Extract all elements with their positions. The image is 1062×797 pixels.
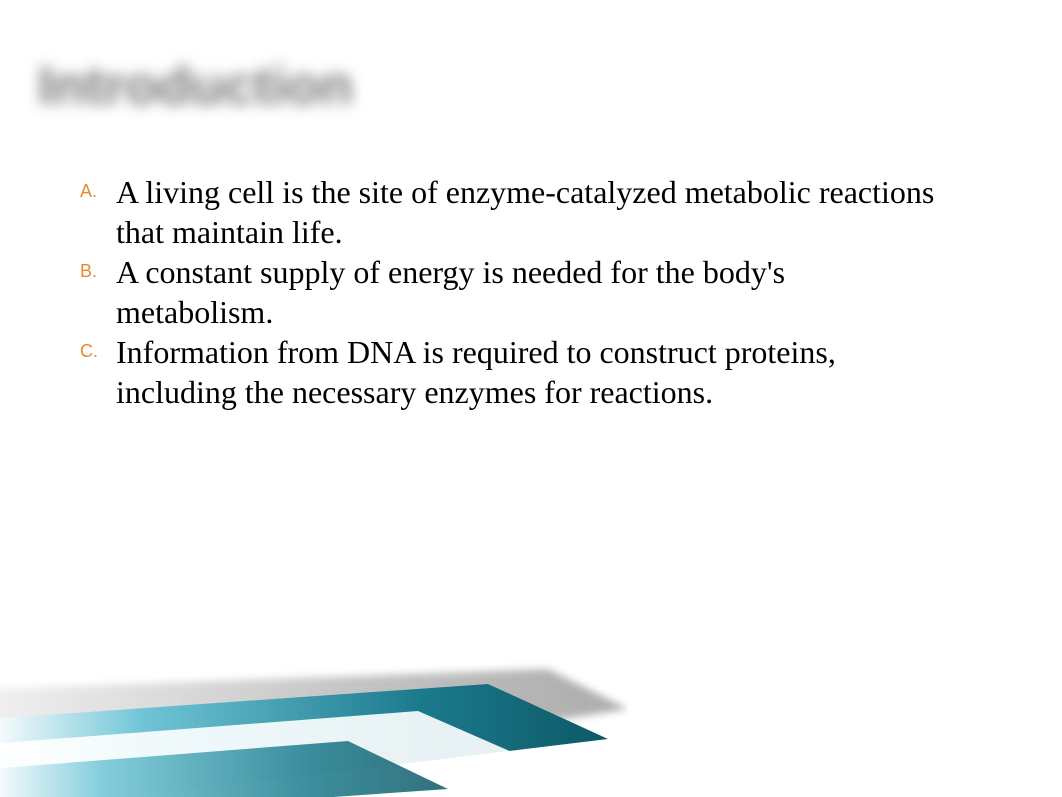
bullet-list: A living cell is the site of enzyme-cata… (80, 172, 940, 412)
list-item: A constant supply of energy is needed fo… (80, 252, 940, 332)
list-item: A living cell is the site of enzyme-cata… (80, 172, 940, 252)
corner-decor-icon (0, 649, 628, 797)
list-item: Information from DNA is required to cons… (80, 332, 940, 412)
list-item-text: Information from DNA is required to cons… (116, 334, 836, 410)
slide-title: Introduction (38, 55, 353, 117)
slide: Introduction A living cell is the site o… (0, 0, 1062, 797)
list-item-text: A constant supply of energy is needed fo… (116, 254, 785, 330)
list-item-text: A living cell is the site of enzyme-cata… (116, 174, 934, 250)
